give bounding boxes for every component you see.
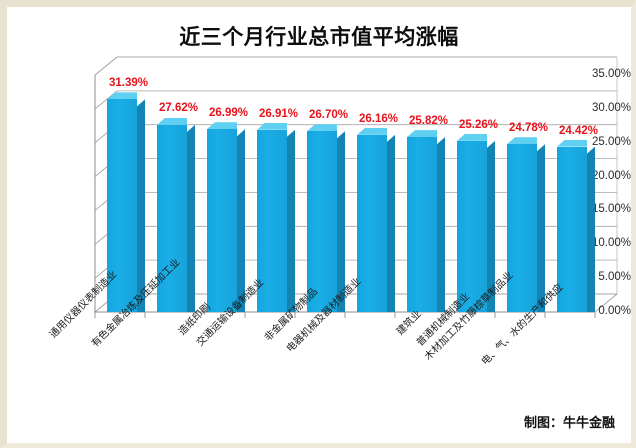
bar-column	[307, 124, 345, 312]
bar-top-face	[107, 92, 137, 100]
bar-front-face	[207, 129, 237, 312]
bar-top-face	[357, 127, 387, 135]
page-title: 近三个月行业总市值平均涨幅	[179, 26, 459, 49]
bar-top-face	[157, 117, 187, 125]
y-tick-label: 5.00%	[598, 271, 631, 283]
bar-front-face	[557, 146, 587, 312]
bar-column	[557, 139, 595, 312]
bar-front-face	[507, 144, 537, 312]
credit-text: 制图：牛牛金融	[523, 415, 615, 430]
bar-value-label: 25.82%	[409, 115, 449, 127]
bar-top-face	[557, 139, 587, 147]
bar-value-label: 27.62%	[159, 102, 199, 114]
bar-top-face	[457, 133, 487, 141]
bar-column	[357, 127, 395, 312]
bar-value-label: 26.70%	[309, 109, 349, 121]
bar-front-face	[407, 137, 437, 312]
bar-side-face	[437, 137, 445, 312]
bar-top-face	[407, 130, 437, 138]
bar-value-label: 25.26%	[459, 119, 499, 131]
bar-front-face	[457, 140, 487, 312]
bar-top-face	[207, 122, 237, 130]
bar-front-face	[157, 124, 187, 312]
bar-side-face	[537, 144, 545, 312]
y-tick-label: 15.00%	[591, 203, 631, 215]
chart-canvas: 近三个月行业总市值平均涨幅	[7, 7, 631, 443]
bar-front-face	[357, 134, 387, 312]
bar-side-face	[587, 146, 595, 312]
bar-top-face	[507, 137, 537, 145]
bar-front-face	[257, 129, 287, 312]
bar-column	[507, 137, 545, 312]
bar-top-face	[307, 124, 337, 132]
bar-column	[157, 117, 195, 312]
y-tick-label: 25.00%	[591, 136, 631, 148]
bar-side-face	[237, 129, 245, 312]
bar-front-face	[307, 131, 337, 312]
bar-side-face	[187, 124, 195, 312]
bar-column	[457, 133, 495, 312]
bar-side-face	[137, 99, 145, 312]
bar-value-label: 31.39%	[109, 77, 149, 89]
bar-column	[107, 92, 145, 312]
y-tick-label: 30.00%	[591, 102, 631, 114]
bar-value-label: 24.42%	[559, 125, 599, 137]
bar-side-face	[387, 134, 395, 312]
plot-area: 35.00% 30.00% 25.00% 20.00% 15.00% 10.00…	[7, 7, 631, 443]
bar-side-face	[337, 131, 345, 312]
bar-column	[257, 122, 295, 312]
bar-column	[207, 122, 245, 312]
y-tick-label: 10.00%	[591, 237, 631, 249]
bar-side-face	[287, 129, 295, 312]
bar-side-face	[487, 140, 495, 312]
y-tick-label: 20.00%	[591, 170, 631, 182]
bar-value-label: 26.16%	[359, 113, 399, 125]
bar-front-face	[107, 99, 137, 312]
y-tick-label: 0.00%	[598, 305, 631, 317]
bar-value-label: 26.91%	[259, 108, 299, 120]
y-tick-label: 35.00%	[591, 68, 631, 80]
bar-top-face	[257, 122, 287, 130]
bar-value-label: 26.99%	[209, 107, 249, 119]
bar-column	[407, 130, 445, 312]
bar-value-label: 24.78%	[509, 122, 549, 134]
